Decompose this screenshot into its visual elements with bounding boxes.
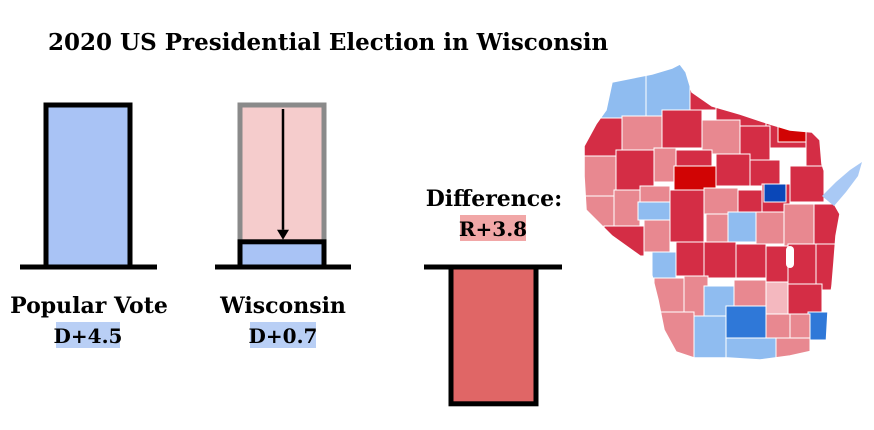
state-outline — [583, 63, 841, 361]
county-region — [701, 119, 741, 155]
county-region — [815, 243, 840, 291]
lake-winnebago — [786, 246, 794, 268]
wisconsin-value: D+0.7 — [249, 324, 318, 348]
shift-arrowhead — [277, 229, 289, 240]
county-region — [613, 189, 641, 227]
county-region — [813, 203, 840, 245]
county-region — [789, 313, 811, 341]
county-region — [643, 219, 671, 253]
county-region — [775, 337, 811, 360]
county-region — [703, 241, 737, 279]
county-region — [783, 203, 815, 247]
county-region — [669, 189, 705, 243]
county-region — [789, 165, 825, 203]
county-region — [763, 183, 787, 203]
wisconsin-value-highlight — [250, 322, 316, 348]
county-region — [584, 155, 617, 197]
county-region — [675, 241, 705, 277]
county-region — [693, 315, 729, 360]
county-region — [651, 251, 677, 279]
difference-value: R+3.8 — [459, 217, 527, 241]
county-region — [777, 123, 807, 143]
difference-bar — [448, 264, 539, 407]
county-region — [765, 313, 791, 343]
county-region — [755, 211, 785, 245]
county-region — [749, 159, 781, 187]
popular-vote-bar — [43, 102, 133, 270]
door-peninsula — [822, 162, 862, 206]
county-region — [727, 211, 757, 243]
county-region — [715, 153, 751, 187]
county-region — [659, 311, 695, 359]
county-region — [621, 115, 663, 151]
county-region — [653, 277, 685, 313]
popular-vote-value-highlight — [56, 322, 120, 348]
county-region — [787, 283, 823, 315]
county-region — [807, 311, 829, 341]
county-region — [689, 64, 717, 111]
popular-vote-value: D+4.5 — [54, 324, 123, 348]
difference-value-highlight — [460, 215, 526, 241]
difference-label: Difference: — [426, 186, 563, 212]
chart-title: 2020 US Presidential Election in Wiscons… — [48, 29, 609, 56]
popular-vote-label: Popular Vote — [10, 293, 168, 319]
county-region — [615, 149, 655, 191]
county-region — [725, 305, 767, 339]
county-region — [653, 147, 677, 183]
county-region — [673, 165, 717, 191]
county-region — [661, 109, 703, 149]
wisconsin-label: Wisconsin — [219, 293, 346, 319]
county-region — [637, 201, 673, 221]
county-region — [765, 281, 789, 315]
county-region — [805, 127, 840, 169]
wisconsin-county-map — [583, 63, 862, 361]
county-region — [703, 187, 739, 215]
county-region — [735, 243, 767, 279]
county-region — [733, 279, 767, 307]
county-region — [705, 213, 729, 243]
county-region — [765, 245, 789, 283]
wisconsin-bar — [237, 239, 327, 270]
county-region — [603, 225, 645, 257]
